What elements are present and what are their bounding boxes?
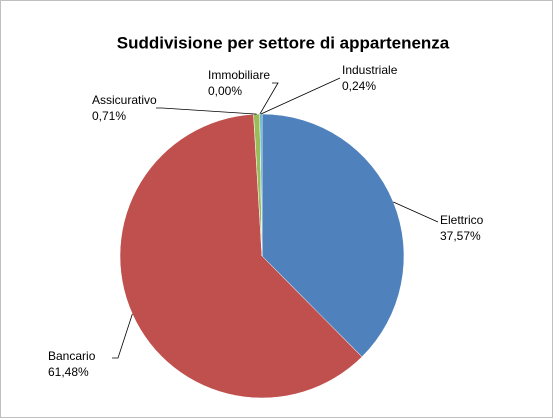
slice-value-label: 0,24%: [342, 79, 376, 93]
slice-value-label: 0,71%: [92, 109, 126, 123]
chart-title: Suddivisione per settore di appartenenza: [117, 33, 450, 52]
leader-line: [112, 313, 133, 359]
leader-line: [260, 77, 341, 115]
slice-value-label: 37,57%: [440, 229, 481, 243]
slice-label: Immobiliare: [208, 68, 270, 82]
slice-value-label: 0,00%: [208, 84, 242, 98]
slice-label: Bancario: [48, 349, 96, 363]
leader-line: [393, 201, 439, 223]
leader-line: [156, 107, 257, 115]
slice-label: Assicurativo: [92, 93, 157, 107]
slice-label: Elettrico: [440, 213, 484, 227]
slice-value-label: 61,48%: [48, 365, 89, 379]
leader-line: [259, 82, 279, 115]
slice-label: Industriale: [342, 63, 398, 77]
